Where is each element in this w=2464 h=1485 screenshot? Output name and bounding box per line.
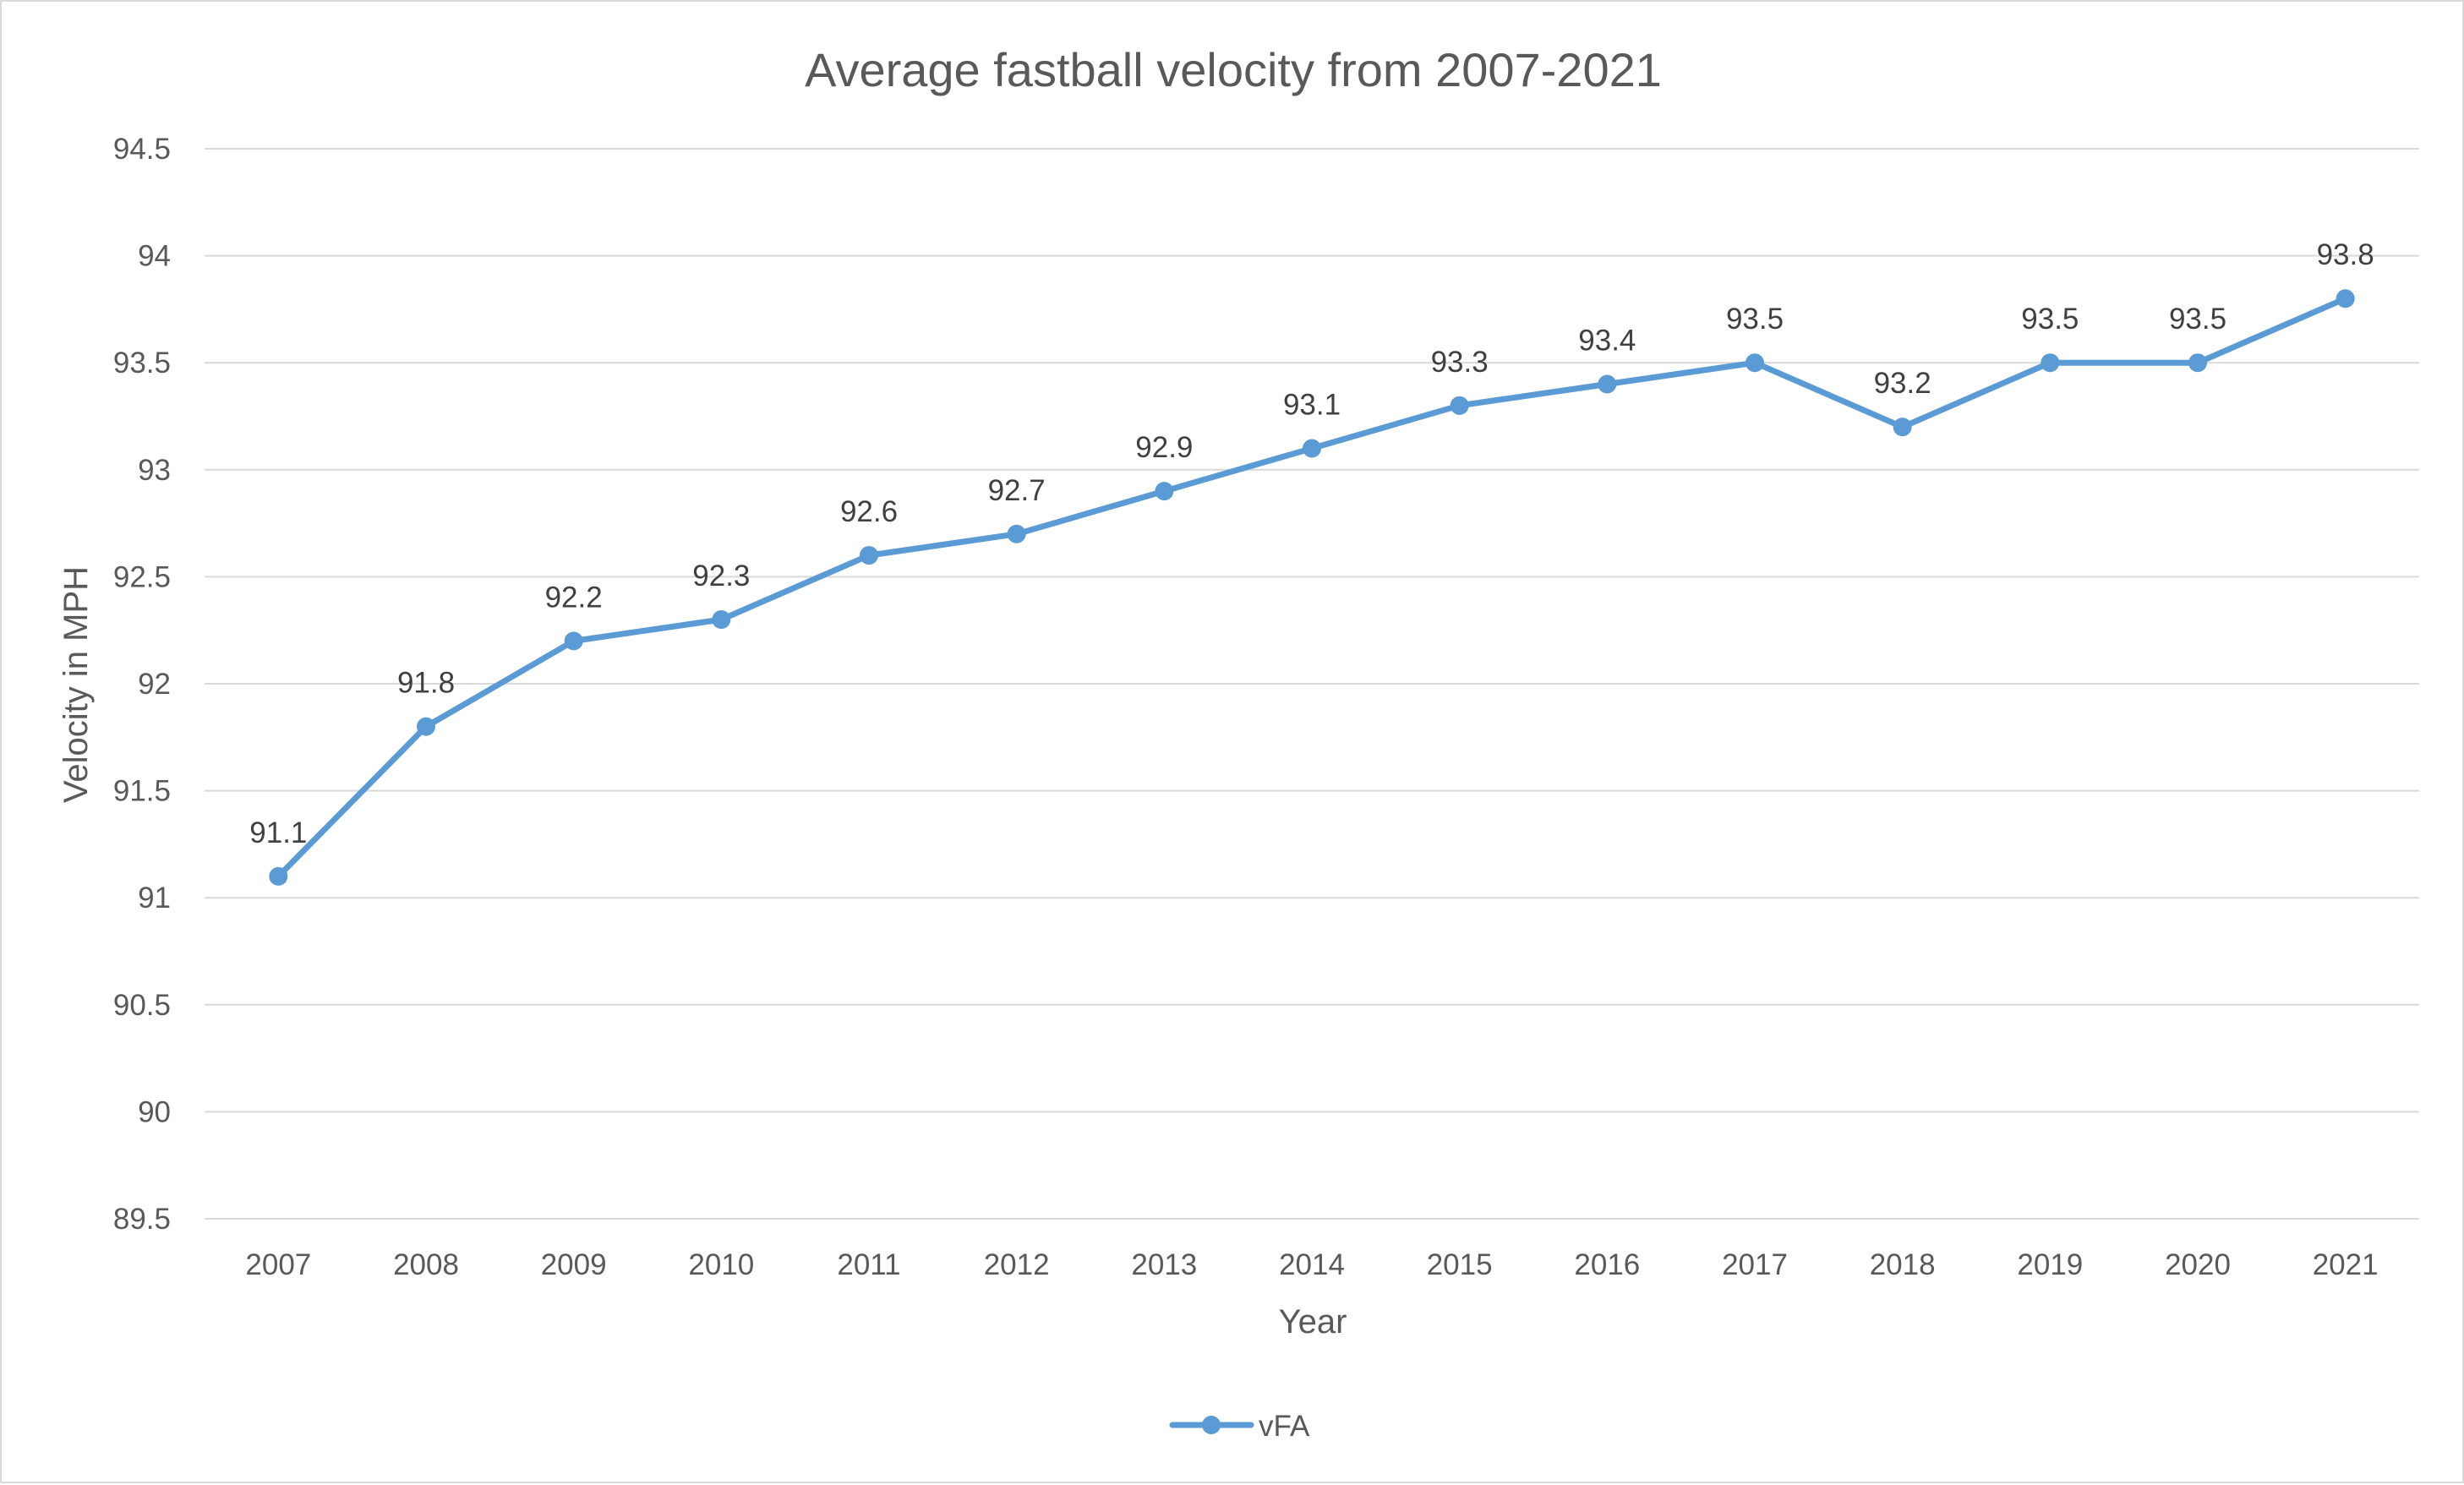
legend-marker-swatch xyxy=(1202,1416,1221,1434)
data-point xyxy=(269,866,288,886)
data-label: 92.2 xyxy=(545,581,603,614)
y-tick-label: 90.5 xyxy=(113,989,171,1022)
x-axis-ticks: 2007 2008 2009 2010 2011 2012 2013 2014 2015 2016… xyxy=(245,1248,2378,1281)
x-tick-label: 2015 xyxy=(1427,1248,1493,1281)
y-tick-label: 92 xyxy=(138,668,171,701)
y-tick-label: 94 xyxy=(138,240,171,273)
data-label: 93.1 xyxy=(1283,388,1341,421)
data-label: 92.3 xyxy=(692,560,750,592)
y-tick-label: 93 xyxy=(138,454,171,487)
x-tick-label: 2020 xyxy=(2165,1248,2231,1281)
data-label: 92.6 xyxy=(840,495,898,528)
x-tick-label: 2008 xyxy=(393,1248,459,1281)
x-tick-label: 2014 xyxy=(1279,1248,1345,1281)
data-label: 93.2 xyxy=(1874,367,1931,400)
x-tick-label: 2013 xyxy=(1131,1248,1197,1281)
data-point xyxy=(417,717,435,736)
y-tick-label: 92.5 xyxy=(113,560,171,593)
x-axis-title: Year xyxy=(1279,1303,1347,1340)
y-tick-label: 91 xyxy=(138,882,171,914)
y-tick-label: 93.5 xyxy=(113,347,171,379)
data-label: 93.5 xyxy=(1726,303,1784,336)
data-point xyxy=(1155,482,1174,501)
x-tick-label: 2019 xyxy=(2017,1248,2083,1281)
data-point xyxy=(1450,396,1469,415)
data-point xyxy=(1893,418,1912,437)
chart-title: Average fastball velocity from 2007-2021 xyxy=(805,43,1662,96)
y-tick-label: 91.5 xyxy=(113,775,171,808)
data-point xyxy=(1598,374,1617,394)
x-tick-label: 2007 xyxy=(245,1248,311,1281)
data-label: 91.1 xyxy=(249,816,307,849)
data-point xyxy=(2336,289,2355,308)
data-point xyxy=(1303,439,1321,458)
x-tick-label: 2009 xyxy=(541,1248,607,1281)
data-markers xyxy=(269,289,2355,886)
gridlines xyxy=(205,148,2419,1220)
legend-label: vFA xyxy=(1259,1410,1310,1443)
data-label: 93.5 xyxy=(2169,303,2226,336)
y-tick-label: 90 xyxy=(138,1095,171,1128)
data-label: 91.8 xyxy=(397,667,455,700)
data-point xyxy=(860,546,878,565)
y-axis-title: Velocity in MPH xyxy=(57,566,95,803)
data-label: 93.8 xyxy=(2317,238,2374,271)
data-label: 93.4 xyxy=(1578,325,1636,358)
data-point xyxy=(1007,524,1026,543)
data-label: 92.9 xyxy=(1135,431,1193,464)
data-label: 92.7 xyxy=(988,474,1046,507)
data-point xyxy=(2188,353,2207,373)
x-tick-label: 2016 xyxy=(1574,1248,1640,1281)
data-point xyxy=(564,631,583,651)
x-tick-label: 2021 xyxy=(2313,1248,2379,1281)
x-tick-label: 2012 xyxy=(984,1248,1050,1281)
data-label: 93.3 xyxy=(1431,346,1489,379)
data-labels: 91.1 91.8 92.2 92.3 92.6 92.7 92.9 93.1 93.3 93.4… xyxy=(249,238,2374,849)
y-tick-label: 94.5 xyxy=(113,133,171,166)
y-tick-label: 89.5 xyxy=(113,1203,171,1236)
data-label: 93.5 xyxy=(2021,303,2079,336)
x-tick-label: 2010 xyxy=(688,1248,754,1281)
data-point xyxy=(1746,353,1764,373)
x-tick-label: 2018 xyxy=(1870,1248,1936,1281)
x-tick-label: 2017 xyxy=(1722,1248,1788,1281)
legend: vFA xyxy=(1169,1410,1310,1443)
data-point xyxy=(712,610,731,630)
x-tick-label: 2011 xyxy=(837,1248,900,1281)
data-point xyxy=(2041,353,2060,373)
y-axis-ticks: 89.5 90 90.5 91 91.5 92 92.5 93 93.5 94 94.5 xyxy=(113,133,171,1236)
